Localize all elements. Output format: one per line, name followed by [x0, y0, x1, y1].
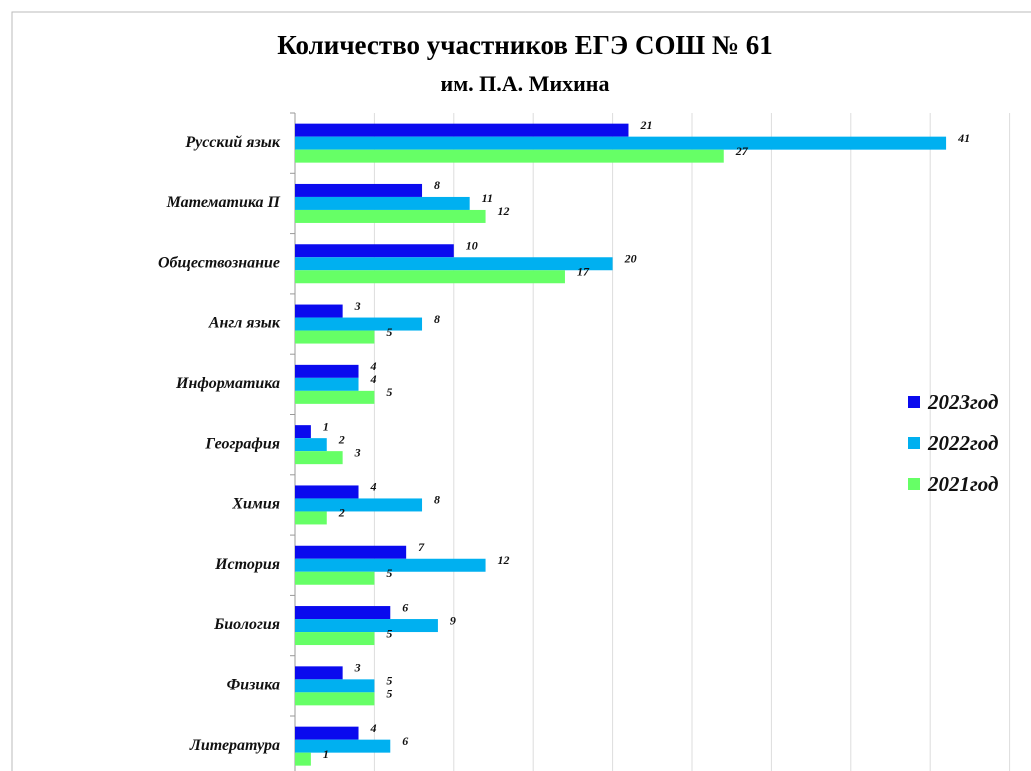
data-label: 3: [354, 661, 361, 675]
bar: [295, 666, 343, 680]
bar: [295, 438, 327, 452]
bar: [295, 317, 423, 331]
frame: [11, 11, 1031, 771]
bar: [295, 606, 391, 620]
data-label: 3: [354, 445, 361, 459]
data-label: 27: [735, 144, 749, 158]
data-label: 4: [370, 372, 377, 386]
bar: [295, 149, 724, 163]
data-label: 5: [386, 325, 392, 339]
bar: [295, 209, 486, 223]
data-label: 5: [386, 385, 392, 399]
data-label: 17: [577, 265, 590, 279]
legend-swatch: [908, 396, 920, 408]
legend-label: 2022год: [927, 431, 998, 455]
legend-swatch: [908, 437, 920, 449]
y-tick-label: Англ язык: [208, 315, 281, 332]
y-tick-label: История: [214, 556, 280, 573]
data-label: 7: [418, 540, 425, 554]
y-tick-label: Обществознание: [158, 254, 280, 271]
bar: [295, 304, 343, 318]
bar: [295, 364, 359, 378]
bar: [295, 632, 375, 646]
data-label: 6: [402, 734, 408, 748]
y-tick-label: Математика П: [166, 194, 281, 211]
data-label: 8: [434, 178, 440, 192]
data-label: 1: [323, 419, 329, 433]
data-label: 21: [639, 118, 652, 132]
legend-label: 2023год: [927, 390, 998, 414]
bar: [295, 136, 947, 150]
data-label: 4: [370, 359, 377, 373]
bar: [295, 679, 375, 693]
data-label: 6: [402, 600, 408, 614]
data-label: 5: [386, 687, 392, 701]
data-label: 2: [338, 432, 345, 446]
bar: [295, 739, 391, 753]
bar: [295, 692, 375, 706]
bar: [295, 425, 311, 439]
data-label: 41: [957, 131, 970, 145]
data-label: 4: [370, 721, 377, 735]
legend-label: 2021год: [927, 472, 998, 496]
data-label: 5: [386, 626, 392, 640]
data-label: 20: [624, 252, 637, 266]
bar: [295, 123, 629, 137]
data-label: 9: [450, 613, 456, 627]
bar: [295, 183, 423, 197]
bar: [295, 485, 359, 499]
bar: [295, 571, 375, 585]
chart-subtitle: им. П.А. Михина: [441, 71, 610, 96]
bar: [295, 390, 375, 404]
bar: [295, 558, 486, 572]
bar: [295, 270, 565, 284]
y-tick-label: Биология: [213, 616, 280, 633]
bar: [295, 451, 343, 465]
data-label: 1: [323, 747, 329, 761]
data-label: 10: [466, 239, 478, 253]
y-tick-label: Русский язык: [184, 134, 281, 151]
bar: [295, 196, 470, 210]
data-label: 12: [498, 553, 510, 567]
data-label: 2: [338, 506, 345, 520]
data-label: 4: [370, 480, 377, 494]
bar: [295, 545, 407, 559]
bar: [295, 619, 438, 633]
data-label: 11: [482, 191, 493, 205]
bar: [295, 330, 375, 344]
chart-title: Количество участников ЕГЭ СОШ № 61: [277, 30, 773, 60]
bar: [295, 511, 327, 525]
bar: [295, 244, 454, 258]
data-label: 12: [498, 204, 510, 218]
y-tick-label: Физика: [227, 677, 280, 694]
data-label: 8: [434, 312, 440, 326]
y-tick-label: Литература: [189, 737, 280, 754]
data-label: 5: [386, 566, 392, 580]
data-label: 8: [434, 493, 440, 507]
data-label: 3: [354, 299, 361, 313]
data-label: 5: [386, 674, 392, 688]
y-tick-label: География: [204, 435, 280, 452]
bar: [295, 752, 311, 766]
bar: [295, 377, 359, 391]
bar: [295, 726, 359, 740]
y-tick-label: Химия: [231, 496, 280, 513]
bar: [295, 498, 423, 512]
bar: [295, 257, 613, 271]
y-tick-label: Информатика: [175, 375, 280, 392]
legend-swatch: [908, 478, 920, 490]
